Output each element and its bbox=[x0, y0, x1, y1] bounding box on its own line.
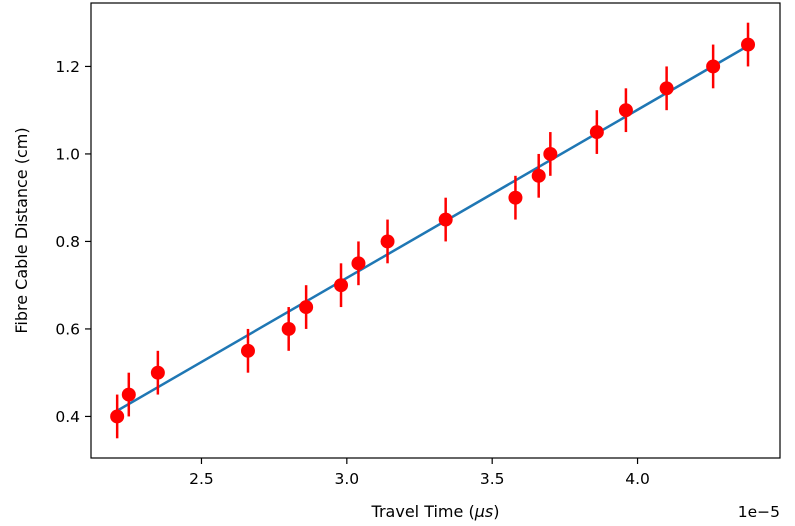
x-tick-label: 3.0 bbox=[335, 470, 360, 488]
data-point bbox=[281, 321, 296, 336]
y-tick-label: 0.6 bbox=[55, 320, 80, 338]
data-point bbox=[110, 409, 125, 424]
data-point bbox=[334, 278, 349, 293]
x-axis-label: Travel Time (μs) bbox=[371, 502, 500, 521]
data-point bbox=[150, 365, 165, 380]
x-axis-offset-label: 1e−5 bbox=[738, 503, 780, 521]
plot-frame bbox=[90, 2, 781, 459]
x-tick-label: 2.5 bbox=[189, 470, 214, 488]
data-point bbox=[659, 81, 674, 96]
data-point bbox=[299, 300, 314, 315]
data-point bbox=[438, 212, 453, 227]
data-point bbox=[741, 37, 756, 52]
data-point bbox=[618, 103, 633, 118]
data-point bbox=[380, 234, 395, 249]
y-tick-label: 0.4 bbox=[55, 408, 80, 426]
data-point bbox=[706, 59, 721, 74]
axis-ticks: 2.5 3.0 3.5 4.0 0.4 0.6 0.8 1.0 1.2 bbox=[55, 58, 650, 488]
fit-line bbox=[116, 44, 749, 412]
data-point bbox=[531, 168, 546, 183]
y-tick-label: 1.0 bbox=[55, 145, 80, 163]
data-point bbox=[508, 190, 523, 205]
x-tick-label: 4.0 bbox=[625, 470, 650, 488]
data-point bbox=[121, 387, 136, 402]
data-point bbox=[240, 343, 255, 358]
data-point bbox=[589, 125, 604, 140]
x-tick-label: 3.5 bbox=[480, 470, 505, 488]
y-axis-label: Fibre Cable Distance (cm) bbox=[12, 127, 31, 333]
plot-marks bbox=[110, 22, 756, 439]
data-point bbox=[351, 256, 366, 271]
data-point bbox=[543, 146, 558, 161]
y-tick-label: 1.2 bbox=[55, 58, 80, 76]
y-tick-label: 0.8 bbox=[55, 233, 80, 251]
